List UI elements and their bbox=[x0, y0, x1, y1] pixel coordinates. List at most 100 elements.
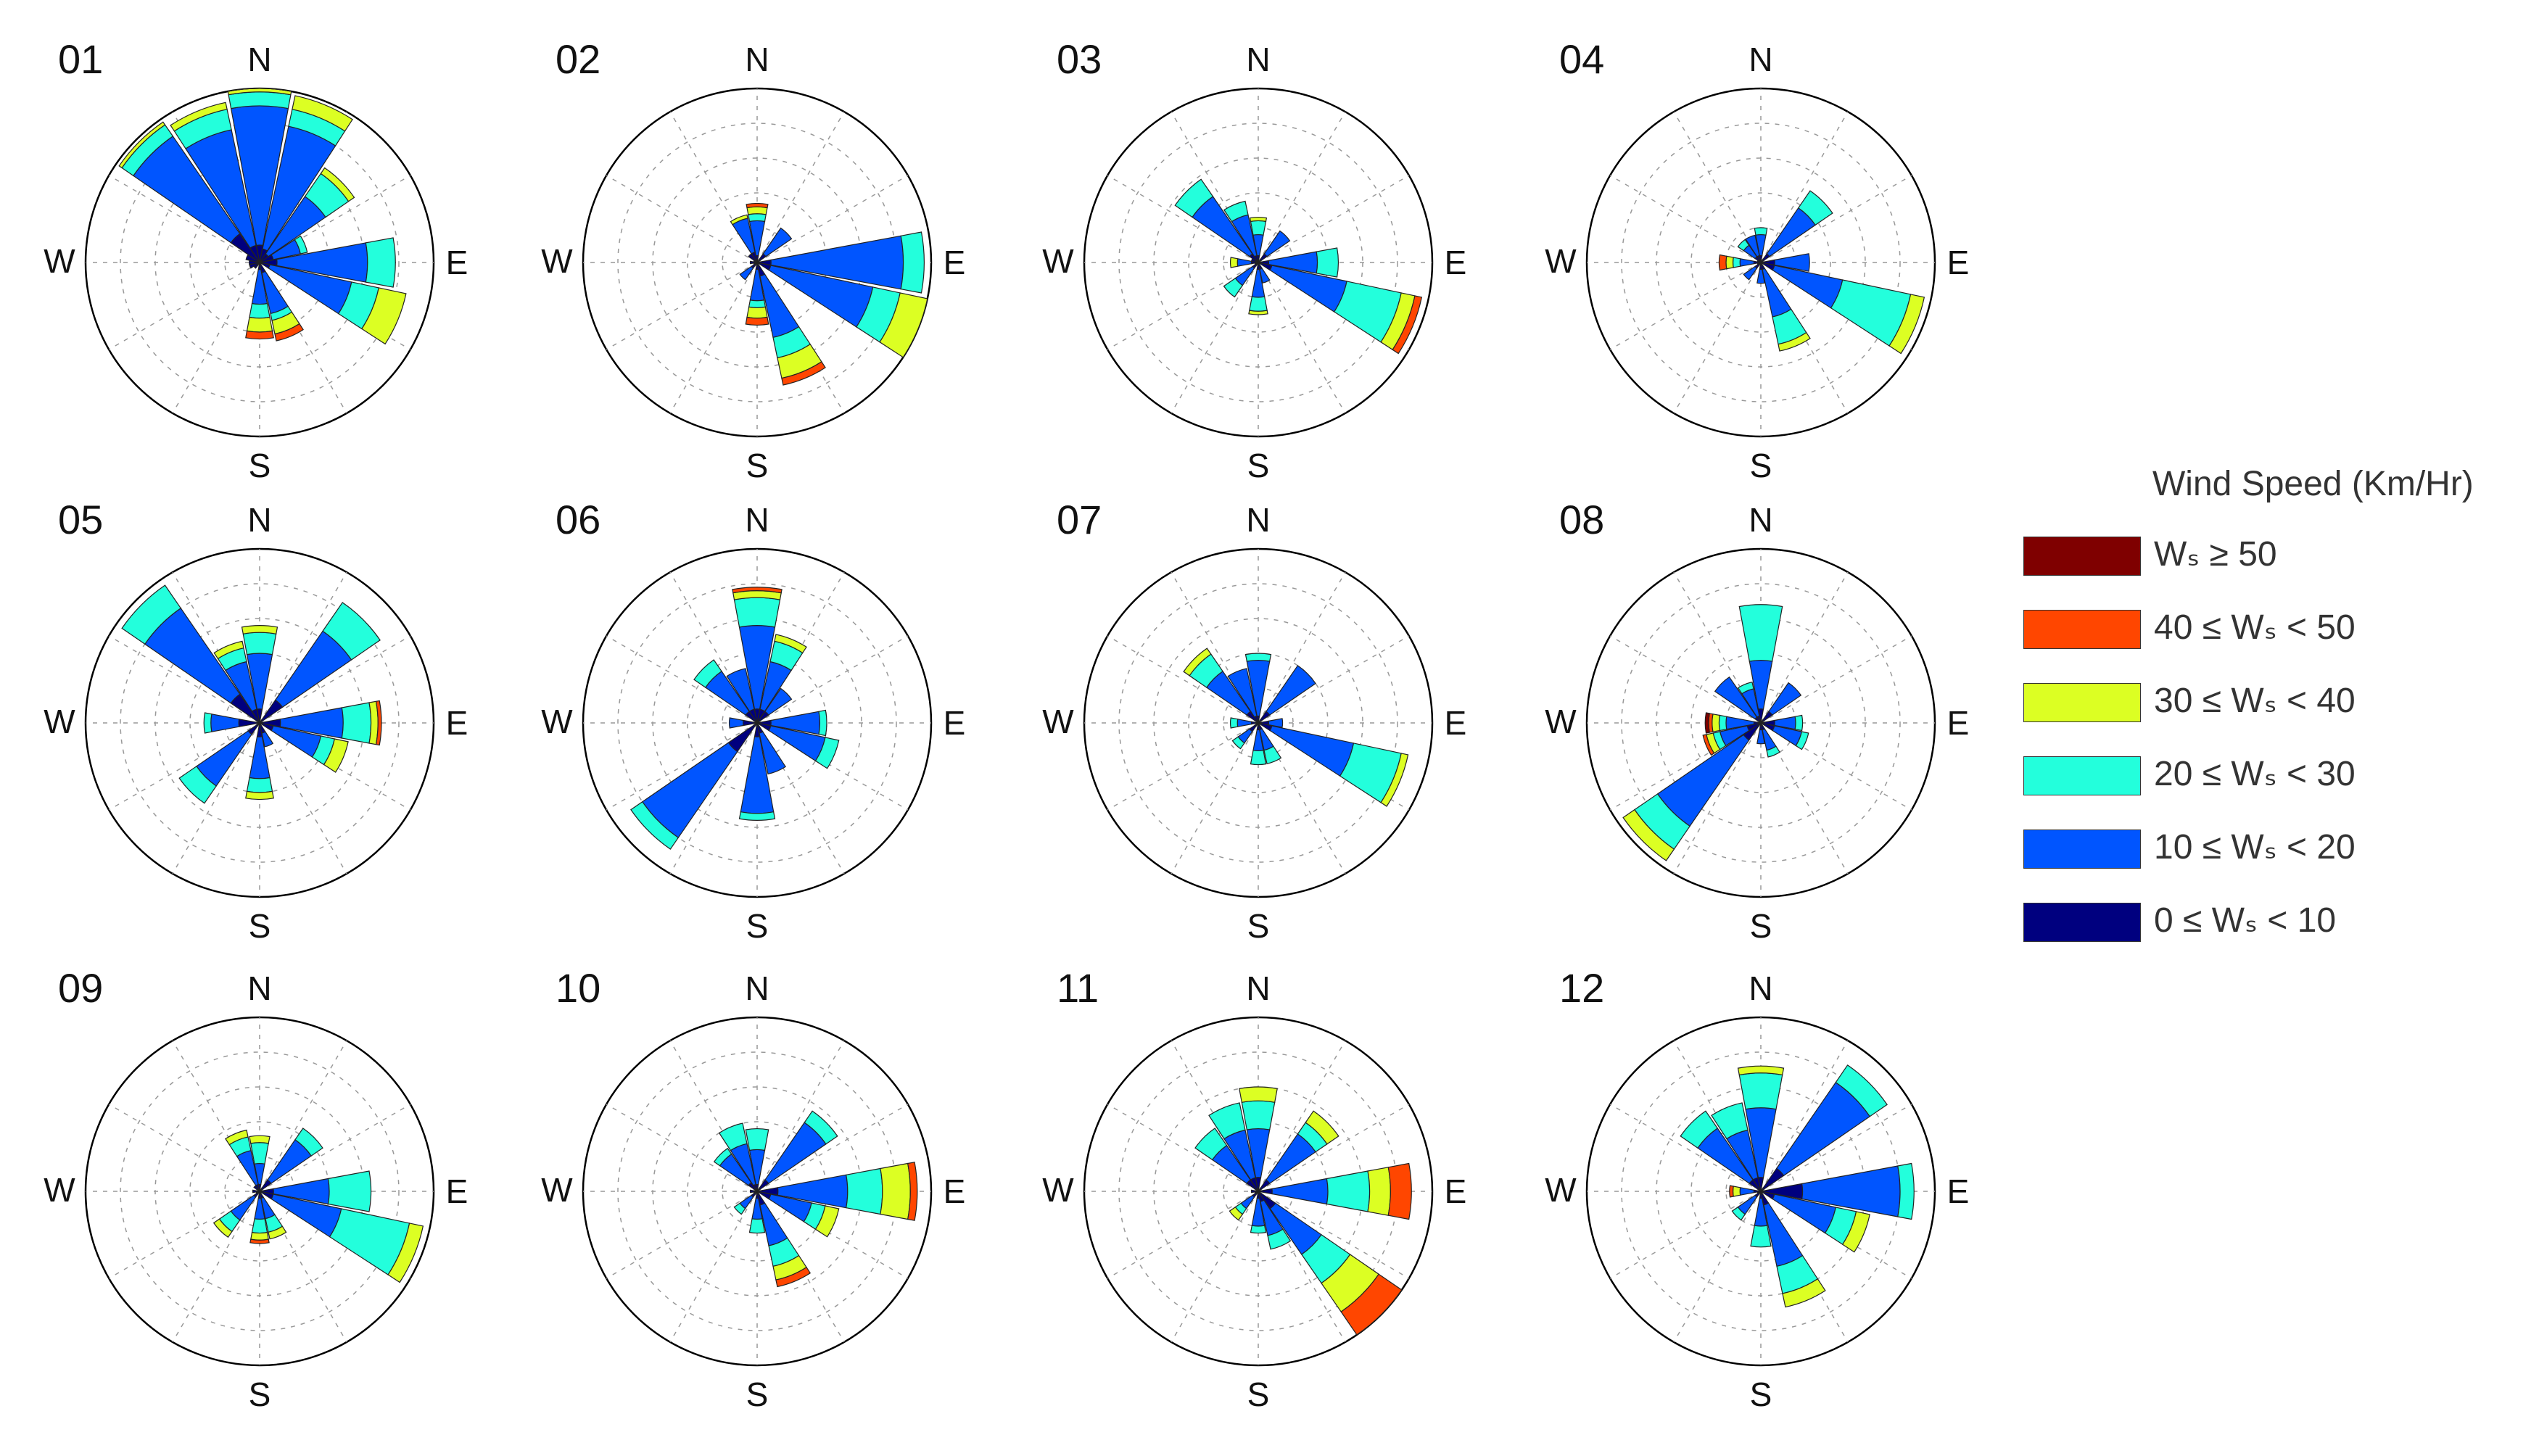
grid-spoke bbox=[756, 1040, 845, 1192]
petal-segment bbox=[1227, 668, 1258, 718]
grid-spoke bbox=[259, 175, 411, 263]
petal-segment bbox=[1237, 258, 1252, 267]
grid-spoke bbox=[756, 571, 845, 724]
petal-segment bbox=[1269, 725, 1355, 777]
petal-segment bbox=[879, 292, 928, 358]
legend-item: 10 ≤ Wₛ < 20 bbox=[2023, 824, 2524, 872]
legend-item: 40 ≤ Wₛ < 50 bbox=[2023, 604, 2524, 652]
legend-label: Wₛ ≥ 50 bbox=[2154, 535, 2277, 574]
grid-spoke bbox=[1171, 262, 1259, 414]
petal-segment bbox=[1340, 1273, 1403, 1336]
petal-segment bbox=[361, 287, 407, 345]
petal-segment bbox=[1714, 676, 1758, 720]
petal-segment bbox=[733, 1202, 746, 1215]
grid-spoke bbox=[756, 175, 909, 263]
petal-segment bbox=[341, 702, 372, 744]
grid-spoke bbox=[1673, 722, 1762, 874]
compass-east-label: E bbox=[944, 1172, 966, 1210]
legend-label: 30 ≤ Wₛ < 40 bbox=[2154, 682, 2356, 720]
grid-spoke bbox=[108, 722, 260, 811]
petal-segment bbox=[1737, 239, 1750, 252]
grid-ring bbox=[1118, 583, 1398, 863]
compass-south-label: S bbox=[1247, 447, 1270, 484]
wind-rose-panel: N S E W 09 bbox=[44, 965, 468, 1413]
petal-segment bbox=[1622, 808, 1675, 861]
petal-segment bbox=[1888, 294, 1925, 355]
grid-spoke bbox=[172, 571, 260, 724]
grid-spoke bbox=[1760, 262, 1849, 414]
petal-segment bbox=[1250, 1189, 1259, 1194]
grid-spoke bbox=[1760, 1191, 1849, 1343]
petal-segment bbox=[320, 167, 355, 202]
petal-segment bbox=[746, 306, 768, 319]
petal-segment bbox=[728, 717, 744, 729]
grid-spoke bbox=[1171, 571, 1259, 724]
petal-segment bbox=[1266, 665, 1316, 716]
wind-rose-panel: N S E W 05 bbox=[44, 497, 468, 945]
legend-swatch bbox=[2023, 830, 2141, 869]
petal-segment bbox=[1738, 1072, 1783, 1110]
wind-rose-panel: N S E W 11 bbox=[1042, 965, 1466, 1413]
petal-segment bbox=[1326, 1170, 1371, 1212]
compass-north-label: N bbox=[1246, 969, 1270, 1007]
grid-spoke bbox=[1760, 722, 1912, 811]
grid-spoke bbox=[1760, 571, 1849, 724]
compass-west-label: W bbox=[541, 1171, 573, 1209]
grid-ring bbox=[1621, 583, 1901, 863]
compass-north-label: N bbox=[1246, 501, 1270, 539]
compass-west-label: W bbox=[1042, 1171, 1074, 1209]
grid-ring bbox=[120, 123, 400, 402]
grid-ring bbox=[1118, 123, 1398, 402]
grid-spoke bbox=[1609, 1191, 1762, 1279]
petal-segment bbox=[245, 330, 274, 340]
petal-segment bbox=[228, 88, 292, 92]
petal-segment bbox=[1841, 1211, 1870, 1253]
petal-segment bbox=[1795, 731, 1809, 750]
petal-segment bbox=[1223, 200, 1249, 223]
petal-segment bbox=[1756, 729, 1765, 745]
compass-north-label: N bbox=[247, 41, 271, 78]
petal-segment bbox=[1183, 648, 1212, 677]
grid-spoke bbox=[172, 722, 260, 874]
petal-segment bbox=[327, 1170, 372, 1212]
petal-segment bbox=[1380, 753, 1409, 807]
petal-segment bbox=[1729, 1185, 1734, 1198]
grid-spoke bbox=[1107, 175, 1259, 263]
petal-segment bbox=[1737, 1065, 1785, 1076]
petal-segment bbox=[746, 202, 769, 209]
petal-segment bbox=[693, 659, 722, 688]
panel-month-label: 07 bbox=[1057, 497, 1102, 542]
petal-segment bbox=[365, 237, 396, 288]
compass-south-label: S bbox=[1247, 1376, 1270, 1413]
petal-segment bbox=[322, 602, 381, 661]
petal-segment bbox=[818, 709, 827, 737]
compass-west-label: W bbox=[44, 1171, 75, 1209]
grid-spoke bbox=[606, 722, 758, 811]
legend-label: 40 ≤ Wₛ < 50 bbox=[2154, 608, 2356, 647]
grid-spoke bbox=[1760, 722, 1849, 874]
petal-segment bbox=[294, 235, 308, 255]
legend-item: 30 ≤ Wₛ < 40 bbox=[2023, 677, 2524, 725]
petal-segment bbox=[1250, 220, 1267, 236]
panel-month-label: 12 bbox=[1559, 965, 1604, 1011]
petal-segment bbox=[118, 121, 166, 169]
petal-segment bbox=[1250, 750, 1267, 766]
petal-segment bbox=[1208, 1102, 1246, 1140]
compass-south-label: S bbox=[1750, 447, 1772, 484]
petal-segment bbox=[1743, 265, 1758, 281]
petal-segment bbox=[1756, 268, 1765, 284]
petal-segment bbox=[1704, 712, 1710, 734]
petal-segment bbox=[1229, 1206, 1244, 1221]
compass-south-label: S bbox=[746, 1376, 769, 1413]
petal-segment bbox=[121, 584, 182, 645]
grid-spoke bbox=[606, 262, 758, 350]
petal-segment bbox=[1739, 1187, 1755, 1196]
compass-north-label: N bbox=[247, 501, 271, 539]
grid-spoke bbox=[1107, 635, 1259, 724]
grid-spoke bbox=[1171, 1040, 1259, 1192]
petal-segment bbox=[907, 1162, 918, 1221]
petal-segment bbox=[1263, 230, 1291, 257]
petal-segment bbox=[733, 597, 781, 628]
petal-segment bbox=[1718, 254, 1727, 271]
grid-spoke bbox=[1760, 175, 1912, 263]
